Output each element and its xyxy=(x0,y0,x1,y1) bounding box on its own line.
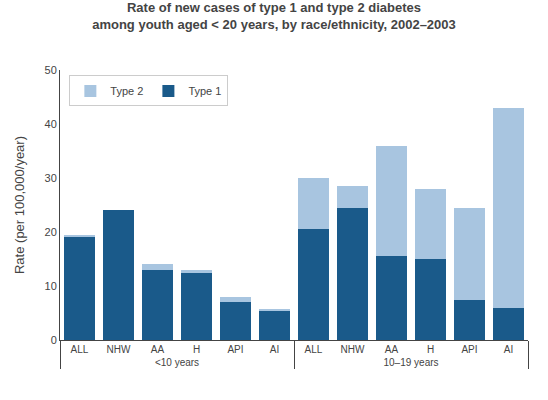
svg-text:Type 1: Type 1 xyxy=(188,85,221,97)
svg-text:0: 0 xyxy=(51,334,57,346)
svg-text:10: 10 xyxy=(45,280,57,292)
svg-text:NHW: NHW xyxy=(341,344,365,355)
svg-text:20: 20 xyxy=(45,226,57,238)
svg-text:<10 years: <10 years xyxy=(155,357,199,368)
svg-text:Rate (per 100,000/year): Rate (per 100,000/year) xyxy=(12,136,27,274)
svg-text:AI: AI xyxy=(504,344,513,355)
svg-text:API: API xyxy=(461,344,477,355)
svg-text:H: H xyxy=(427,344,434,355)
svg-text:40: 40 xyxy=(45,118,57,130)
svg-text:AI: AI xyxy=(270,344,279,355)
svg-text:30: 30 xyxy=(45,172,57,184)
svg-text:ALL: ALL xyxy=(305,344,323,355)
svg-text:API: API xyxy=(227,344,243,355)
svg-text:Rate of new cases of type 1 an: Rate of new cases of type 1 and type 2 d… xyxy=(92,0,456,32)
svg-text:ALL: ALL xyxy=(71,344,89,355)
svg-text:10–19 years: 10–19 years xyxy=(383,357,438,368)
svg-text:AA: AA xyxy=(385,344,399,355)
svg-text:Type 2: Type 2 xyxy=(110,85,143,97)
svg-text:AA: AA xyxy=(151,344,165,355)
svg-text:50: 50 xyxy=(45,64,57,76)
svg-text:H: H xyxy=(193,344,200,355)
svg-text:NHW: NHW xyxy=(107,344,131,355)
